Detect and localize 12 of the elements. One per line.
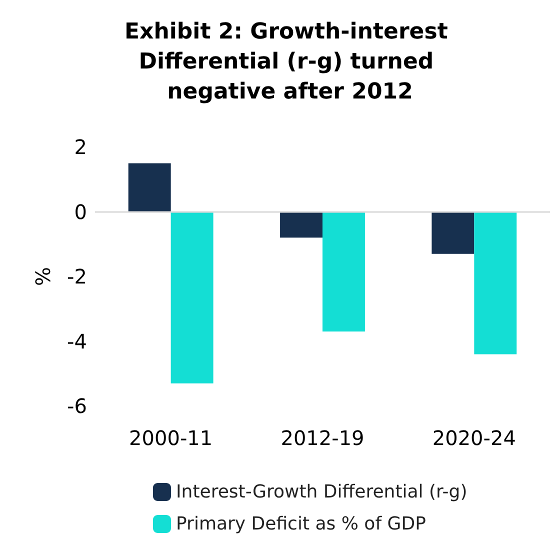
y-tick-label: -6 (67, 394, 87, 418)
x-tick-label: 2000-11 (129, 426, 213, 450)
legend-label: Interest-Growth Differential (r-g) (176, 482, 468, 502)
chart-title: Exhibit 2: Growth-interest Differential (r-g) turned negative after 2012 (124, 20, 456, 104)
x-tick-label: 2012-19 (280, 426, 364, 450)
x-tick-label: 2020-24 (432, 426, 516, 450)
y-tick-label: 2 (74, 135, 87, 159)
y-tick-label: 0 (74, 200, 87, 224)
y-tick-label: -2 (67, 264, 87, 288)
legend-label: Primary Deficit as % of GDP (176, 514, 426, 534)
y-axis-title: % (31, 266, 55, 286)
y-tick-label: -4 (67, 329, 87, 354)
